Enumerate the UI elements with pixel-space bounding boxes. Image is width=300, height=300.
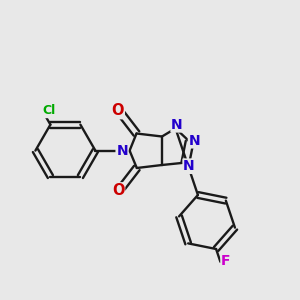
- Text: N: N: [189, 134, 200, 148]
- Text: O: O: [112, 103, 124, 118]
- Text: N: N: [171, 118, 183, 132]
- Text: N: N: [116, 144, 128, 158]
- Text: O: O: [112, 183, 124, 198]
- Text: F: F: [221, 254, 230, 268]
- Text: N: N: [183, 159, 195, 173]
- Text: Cl: Cl: [43, 104, 56, 117]
